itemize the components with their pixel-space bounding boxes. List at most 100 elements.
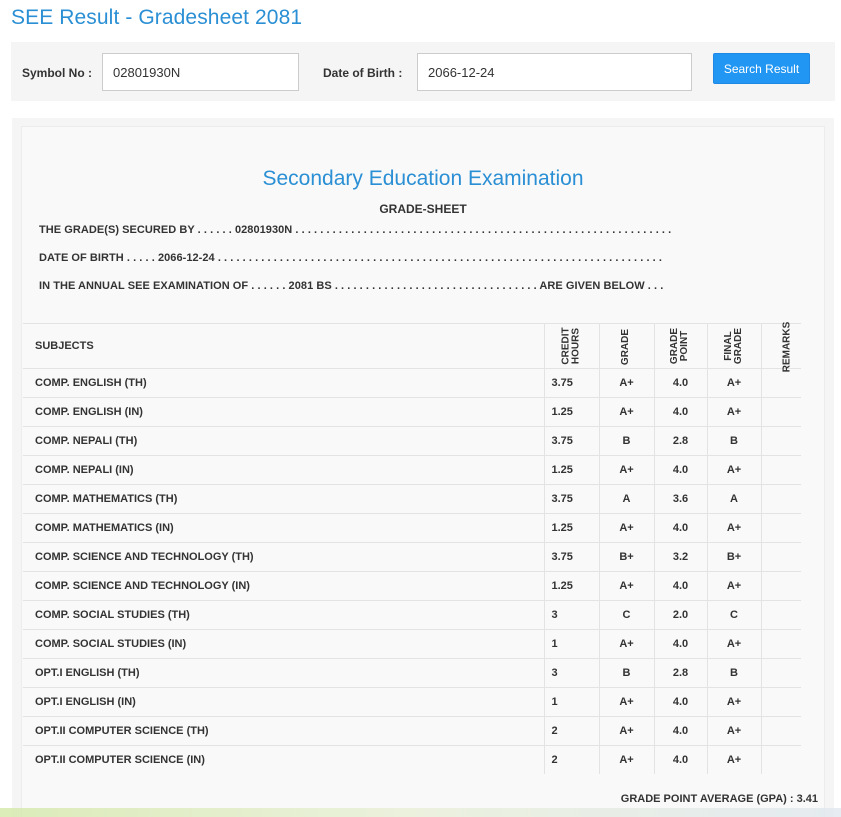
table-row: COMP. SOCIAL STUDIES (IN) 1 A+ 4.0 A+	[23, 629, 801, 659]
grade-point-cell: 4.0	[653, 687, 707, 717]
table-row: OPT.II COMPUTER SCIENCE (IN) 2 A+ 4.0 A+	[23, 745, 801, 774]
subject-cell: COMP. NEPALI (IN)	[23, 455, 544, 485]
gradesheet-subtitle: GRADE-SHEET	[379, 202, 467, 216]
grade-point-cell: 4.0	[653, 745, 707, 774]
final-grade-cell: C	[706, 600, 761, 630]
grade-point-cell: 4.0	[653, 629, 707, 659]
credit-hours-cell: 2	[543, 716, 599, 746]
subject-cell: COMP. MATHEMATICS (TH)	[23, 484, 544, 514]
grade-point-cell: 3.2	[653, 542, 707, 572]
subject-cell: COMP. SCIENCE AND TECHNOLOGY (TH)	[23, 542, 544, 572]
grade-header: GRADE	[598, 323, 654, 369]
table-row: COMP. SOCIAL STUDIES (TH) 3 C 2.0 C	[23, 600, 801, 630]
table-row: COMP. MATHEMATICS (IN) 1.25 A+ 4.0 A+	[23, 513, 801, 543]
table-row: COMP. NEPALI (IN) 1.25 A+ 4.0 A+	[23, 455, 801, 485]
search-result-button[interactable]: Search Result	[713, 53, 810, 84]
table-row: COMP. ENGLISH (TH) 3.75 A+ 4.0 A+	[23, 368, 801, 398]
table-row: COMP. SCIENCE AND TECHNOLOGY (TH) 3.75 B+ 3…	[23, 542, 801, 572]
grade-point-cell: 2.8	[653, 658, 707, 688]
remarks-cell	[760, 745, 801, 774]
subject-cell: COMP. ENGLISH (IN)	[23, 397, 544, 427]
grade-point-cell: 4.0	[653, 368, 707, 398]
grade-point-cell: 4.0	[653, 513, 707, 543]
final-grade-cell: A+	[706, 455, 761, 485]
final-grade-cell: A+	[706, 397, 761, 427]
credit-hours-cell: 3	[543, 600, 599, 630]
credit-hours-cell: 1.25	[543, 571, 599, 601]
symbol-no-label: Symbol No :	[22, 66, 93, 80]
remarks-cell	[760, 629, 801, 659]
grade-point-header: GRADE POINT	[653, 323, 707, 369]
subject-cell: COMP. MATHEMATICS (IN)	[23, 513, 544, 543]
final-grade-cell: B+	[706, 542, 761, 572]
remarks-cell	[760, 513, 801, 543]
subject-cell: OPT.I ENGLISH (IN)	[23, 687, 544, 717]
table-row: OPT.I ENGLISH (IN) 1 A+ 4.0 A+	[23, 687, 801, 717]
remarks-cell	[760, 571, 801, 601]
grade-point-cell: 2.8	[653, 426, 707, 456]
grade-cell: A+	[598, 513, 654, 543]
remarks-cell	[760, 542, 801, 572]
remarks-cell	[760, 368, 801, 398]
grade-point-cell: 4.0	[653, 455, 707, 485]
grade-point-cell: 3.6	[653, 484, 707, 514]
credit-hours-cell: 3	[543, 658, 599, 688]
grade-cell: A+	[598, 571, 654, 601]
subject-cell: COMP. NEPALI (TH)	[23, 426, 544, 456]
remarks-cell	[760, 716, 801, 746]
remarks-cell	[760, 455, 801, 485]
credit-hours-cell: 3.75	[543, 368, 599, 398]
grade-cell: B	[598, 658, 654, 688]
grade-point-cell: 4.0	[653, 397, 707, 427]
symbol-no-input[interactable]	[102, 53, 299, 91]
subject-cell: OPT.I ENGLISH (TH)	[23, 658, 544, 688]
grade-cell: A+	[598, 455, 654, 485]
credit-hours-cell: 1	[543, 629, 599, 659]
search-panel: Symbol No : Date of Birth : Search Resul…	[11, 42, 835, 101]
grade-point-cell: 2.0	[653, 600, 707, 630]
exam-title: Secondary Education Examination	[262, 167, 584, 190]
date-of-birth-label: Date of Birth :	[323, 66, 403, 80]
date-of-birth-input[interactable]	[417, 53, 692, 91]
table-row: OPT.I ENGLISH (TH) 3 B 2.8 B	[23, 658, 801, 688]
gradesheet: Secondary Education Examination GRADE-SH…	[21, 126, 825, 817]
credit-hours-cell: 3.75	[543, 484, 599, 514]
grade-cell: A+	[598, 687, 654, 717]
credit-hours-cell: 1	[543, 687, 599, 717]
credit-hours-cell: 1.25	[543, 513, 599, 543]
grade-point-cell: 4.0	[653, 571, 707, 601]
remarks-cell	[760, 658, 801, 688]
grade-cell: B	[598, 426, 654, 456]
credit-hours-cell: 1.25	[543, 397, 599, 427]
grade-cell: A	[598, 484, 654, 514]
table-row: COMP. MATHEMATICS (TH) 3.75 A 3.6 A	[23, 484, 801, 514]
final-grade-cell: A+	[706, 745, 761, 774]
secured-by-line: THE GRADE(S) SECURED BY . . . . . . 0280…	[39, 224, 672, 236]
date-of-birth-line: DATE OF BIRTH . . . . . 2066-12-24 . . .…	[39, 252, 662, 264]
page-title: SEE Result - Gradesheet 2081	[11, 6, 303, 29]
table-row: COMP. NEPALI (TH) 3.75 B 2.8 B	[23, 426, 801, 456]
table-header-row: SUBJECTS CREDIT HOURS GRADE GRADE POINT …	[23, 322, 801, 372]
grades-table: SUBJECTS CREDIT HOURS GRADE GRADE POINT …	[23, 322, 801, 774]
final-grade-cell: A+	[706, 513, 761, 543]
final-grade-cell: A	[706, 484, 761, 514]
credit-hours-cell: 1.25	[543, 455, 599, 485]
grade-cell: A+	[598, 716, 654, 746]
remarks-cell	[760, 484, 801, 514]
credit-hours-cell: 3.75	[543, 542, 599, 572]
grade-cell: C	[598, 600, 654, 630]
table-row: COMP. SCIENCE AND TECHNOLOGY (IN) 1.25 A+ 4…	[23, 571, 801, 601]
grade-cell: A+	[598, 629, 654, 659]
remarks-header: REMARKS	[760, 322, 801, 372]
final-grade-cell: A+	[706, 687, 761, 717]
subjects-header: SUBJECTS	[23, 323, 544, 369]
subject-cell: OPT.II COMPUTER SCIENCE (IN)	[23, 745, 544, 774]
remarks-cell	[760, 600, 801, 630]
grade-cell: A+	[598, 745, 654, 774]
subject-cell: COMP. ENGLISH (TH)	[23, 368, 544, 398]
final-grade-cell: B	[706, 658, 761, 688]
final-grade-cell: A+	[706, 629, 761, 659]
subject-cell: OPT.II COMPUTER SCIENCE (TH)	[23, 716, 544, 746]
final-grade-cell: A+	[706, 716, 761, 746]
final-grade-cell: B	[706, 426, 761, 456]
